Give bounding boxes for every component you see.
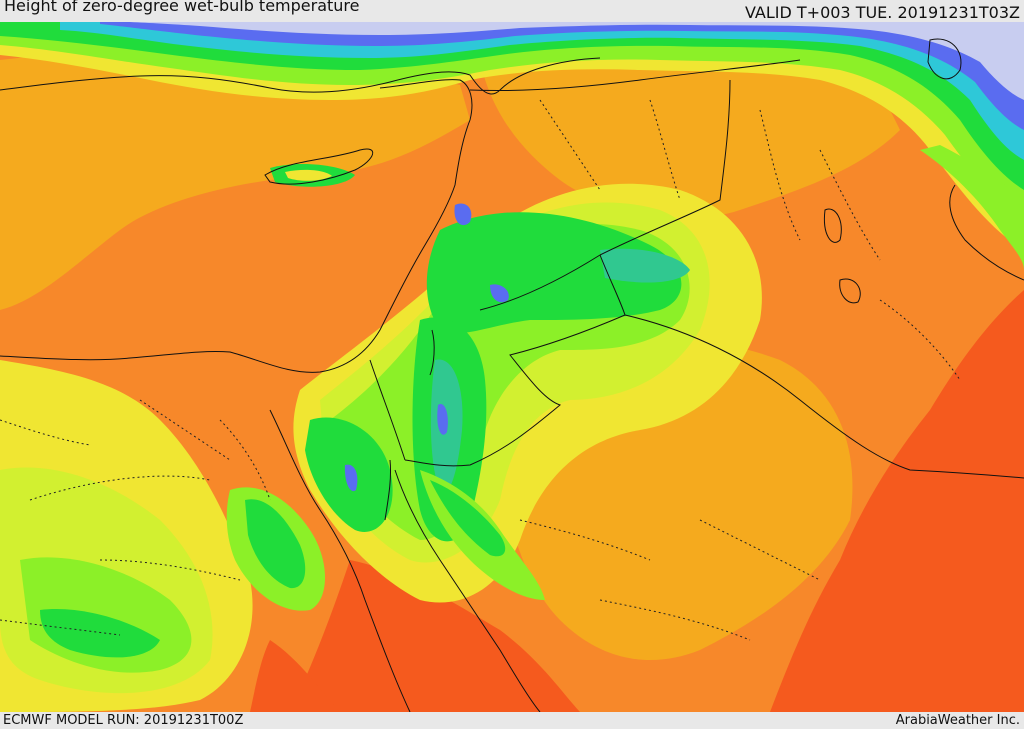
coastline-red-sea-east [394, 469, 541, 712]
field-blue-spot-jordan [437, 404, 448, 435]
field-brightgreen-hejaz [430, 480, 506, 557]
map-title: Height of zero-degree wet-bulb temperatu… [4, 0, 360, 15]
field-brightgreen-levant [426, 212, 682, 334]
coastline-dead-sea [429, 329, 435, 376]
valid-time: VALID T+003 TUE. 20191231T03Z [744, 3, 1020, 22]
border-jordan-syria [479, 254, 601, 311]
field-blue-spot-sinai [344, 464, 358, 492]
field-teal-syria [600, 248, 690, 283]
contour-map-svg [0, 22, 1024, 712]
map-header: Height of zero-degree wet-bulb temperatu… [0, 0, 1024, 22]
coastline-persian-gulf [949, 184, 1024, 281]
coastline-egypt-levant [0, 79, 473, 373]
country-borders [369, 59, 1024, 479]
field-lightgreen-turkey [0, 22, 1024, 220]
field-gold-mediterranean [0, 55, 470, 310]
weather-map [0, 22, 1024, 712]
province-borders [0, 99, 961, 641]
field-brightgreen-egypt-east [245, 499, 306, 589]
field-blue-spot-syria [490, 284, 509, 303]
coastlines [0, 38, 1024, 712]
coastline-lake-tharthar [823, 208, 842, 243]
field-yellow-cyprus [285, 169, 332, 181]
field-lowest-turkey [130, 22, 1024, 100]
field-green-turkey [0, 22, 1024, 190]
map-footer: ECMWF MODEL RUN: 20191231T00Z ArabiaWeat… [0, 712, 1024, 729]
field-brightgreen-egypt [40, 609, 160, 658]
border-jordan-saudi [404, 314, 626, 467]
border-iraq-saudi [624, 314, 1024, 479]
border-jordan-iraq-saudi [599, 254, 626, 316]
border-syria-iraq [599, 79, 731, 256]
model-run-label: ECMWF MODEL RUN: 20191231T00Z [3, 713, 244, 728]
field-red-southeast [770, 290, 1024, 712]
coastline-lake-van [927, 38, 962, 80]
field-blue-spot-lebanon [454, 203, 472, 226]
field-gold-north [480, 54, 900, 219]
coastline-turkey [0, 57, 601, 95]
field-green-zagros [920, 145, 1024, 270]
coastline-gulf-aqaba [384, 459, 391, 521]
field-red-south [290, 560, 580, 712]
coastline-red-sea-west [269, 409, 411, 712]
border-egypt-israel [369, 359, 406, 461]
field-red-southwest [250, 640, 340, 712]
border-syria-turkey [469, 59, 801, 91]
credit-label: ArabiaWeather Inc. [895, 713, 1020, 728]
coastline-cyprus [264, 148, 373, 185]
coastline-lake-razzaza [839, 278, 861, 304]
